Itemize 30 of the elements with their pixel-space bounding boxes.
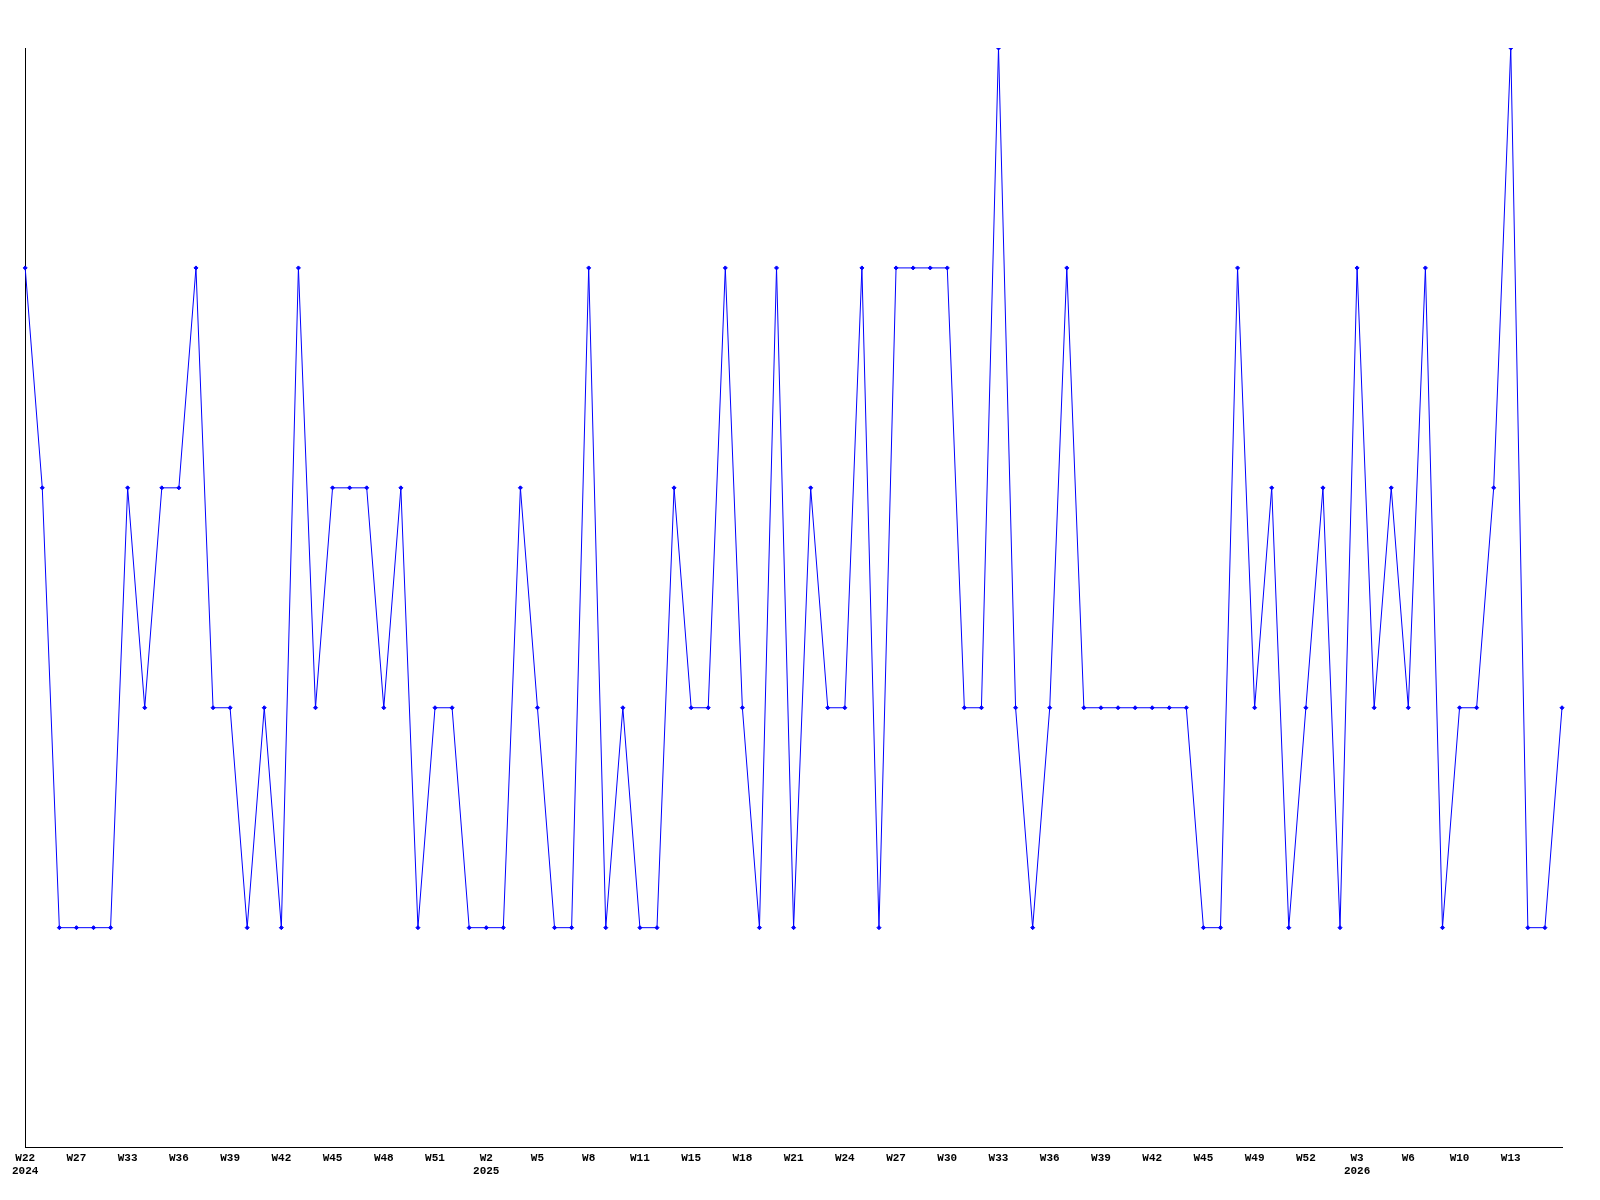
x-tick-label: W8 (582, 1151, 596, 1164)
x-tick-label: W11 (630, 1151, 651, 1164)
x-tick-label: W42 (271, 1151, 292, 1164)
x-tick-label: W36 (1039, 1151, 1060, 1164)
x-tick-label: W33 (988, 1151, 1009, 1164)
x-tick-label: W36 (168, 1151, 189, 1164)
x-tick-label: W22 2024 (12, 1151, 39, 1178)
x-tick-label: W18 (732, 1151, 753, 1164)
x-tick-label: W6 (1401, 1151, 1415, 1164)
x-tick-label: W52 (1295, 1151, 1316, 1164)
x-tick-label: W51 (425, 1151, 446, 1164)
x-tick-label: W30 (937, 1151, 958, 1164)
x-tick-label: W39 (220, 1151, 241, 1164)
x-tick-label: W49 (1244, 1151, 1265, 1164)
x-tick-label: W48 (373, 1151, 395, 1164)
x-tick-label: W33 (117, 1151, 138, 1164)
x-tick-label: W2 2025 (473, 1151, 500, 1178)
x-tick-label: W39 (1091, 1151, 1111, 1164)
x-tick-label: W42 (1142, 1151, 1163, 1164)
x-tick-label: W15 (681, 1151, 702, 1164)
x-tick-label: W3 2026 (1343, 1151, 1371, 1178)
x-tick-label: W45 (1193, 1151, 1214, 1164)
x-tick-label: W13 (1500, 1151, 1522, 1164)
x-tick-label: W5 (530, 1151, 545, 1164)
x-tick-label: W27 (886, 1151, 906, 1164)
x-tick-label: W21 (783, 1151, 804, 1164)
x-tick-label: W27 (66, 1151, 87, 1164)
x-tick-label: W45 (322, 1151, 343, 1164)
x-tick-label: W24 (834, 1151, 856, 1164)
x-tick-label: W10 (1449, 1151, 1470, 1164)
